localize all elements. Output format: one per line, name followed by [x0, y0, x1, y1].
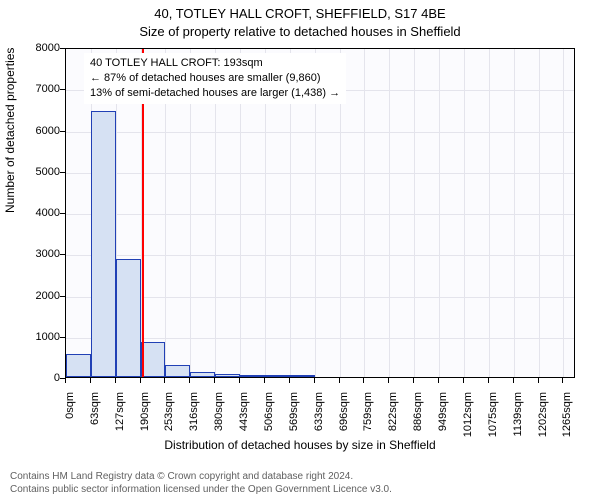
- x-tick-mark: [140, 378, 141, 383]
- x-tick-mark: [562, 378, 563, 383]
- histogram-bar: [116, 259, 141, 377]
- gridline-vertical: [514, 49, 515, 377]
- histogram-chart: 40 TOTLEY HALL CROFT: 193sqm ← 87% of de…: [65, 48, 575, 378]
- x-tick-label: 696sqm: [338, 392, 350, 442]
- x-tick-mark: [289, 378, 290, 383]
- y-tick-label: 4000: [10, 207, 60, 219]
- gridline-vertical: [389, 49, 390, 377]
- x-tick-label: 63sqm: [89, 392, 101, 442]
- gridline-vertical: [439, 49, 440, 377]
- x-tick-label: 253sqm: [163, 392, 175, 442]
- x-tick-mark: [488, 378, 489, 383]
- footer-line-2: Contains public sector information licen…: [10, 483, 392, 496]
- histogram-bar: [215, 374, 240, 377]
- footer-attribution: Contains HM Land Registry data © Crown c…: [10, 470, 392, 496]
- x-tick-mark: [90, 378, 91, 383]
- x-tick-mark: [413, 378, 414, 383]
- x-tick-mark: [388, 378, 389, 383]
- gridline-vertical: [364, 49, 365, 377]
- y-tick-mark: [60, 48, 65, 49]
- histogram-bar: [66, 354, 91, 377]
- gridline-vertical: [539, 49, 540, 377]
- histogram-bar: [240, 375, 265, 377]
- y-tick-label: 6000: [10, 125, 60, 137]
- x-tick-label: 316sqm: [188, 392, 200, 442]
- page-title: 40, TOTLEY HALL CROFT, SHEFFIELD, S17 4B…: [0, 6, 600, 21]
- x-tick-mark: [264, 378, 265, 383]
- y-tick-label: 5000: [10, 166, 60, 178]
- y-tick-label: 3000: [10, 248, 60, 260]
- x-tick-label: 1139sqm: [512, 392, 524, 442]
- x-tick-mark: [438, 378, 439, 383]
- gridline-vertical: [464, 49, 465, 377]
- x-tick-mark: [463, 378, 464, 383]
- histogram-bar: [91, 111, 116, 377]
- x-tick-label: 1202sqm: [537, 392, 549, 442]
- x-tick-mark: [314, 378, 315, 383]
- x-tick-label: 886sqm: [412, 392, 424, 442]
- x-tick-label: 1075sqm: [487, 392, 499, 442]
- gridline-vertical: [563, 49, 564, 377]
- y-tick-label: 2000: [10, 290, 60, 302]
- x-tick-mark: [363, 378, 364, 383]
- x-tick-label: 1265sqm: [561, 392, 573, 442]
- x-tick-label: 127sqm: [114, 392, 126, 442]
- y-tick-mark: [60, 254, 65, 255]
- y-tick-label: 0: [10, 372, 60, 384]
- y-tick-label: 8000: [10, 42, 60, 54]
- footer-line-1: Contains HM Land Registry data © Crown c…: [10, 470, 392, 483]
- x-tick-label: 1012sqm: [462, 392, 474, 442]
- y-tick-mark: [60, 213, 65, 214]
- histogram-bar: [165, 365, 190, 377]
- page-subtitle: Size of property relative to detached ho…: [0, 24, 600, 39]
- histogram-bar: [190, 372, 215, 377]
- histogram-bar: [265, 375, 290, 377]
- x-tick-label: 380sqm: [213, 392, 225, 442]
- gridline-vertical: [489, 49, 490, 377]
- y-tick-mark: [60, 89, 65, 90]
- x-tick-mark: [239, 378, 240, 383]
- x-tick-label: 443sqm: [238, 392, 250, 442]
- x-tick-label: 190sqm: [139, 392, 151, 442]
- y-tick-label: 7000: [10, 83, 60, 95]
- x-tick-mark: [339, 378, 340, 383]
- x-tick-label: 822sqm: [387, 392, 399, 442]
- y-tick-mark: [60, 131, 65, 132]
- y-tick-mark: [60, 337, 65, 338]
- x-tick-label: 633sqm: [313, 392, 325, 442]
- x-tick-mark: [189, 378, 190, 383]
- x-tick-mark: [164, 378, 165, 383]
- x-tick-mark: [214, 378, 215, 383]
- annotation-line-3: 13% of semi-detached houses are larger (…: [90, 86, 340, 101]
- x-tick-mark: [513, 378, 514, 383]
- x-tick-label: 569sqm: [288, 392, 300, 442]
- histogram-bar: [290, 375, 315, 377]
- x-tick-label: 506sqm: [263, 392, 275, 442]
- x-tick-label: 949sqm: [437, 392, 449, 442]
- x-tick-label: 759sqm: [362, 392, 374, 442]
- x-tick-mark: [65, 378, 66, 383]
- annotation-box: 40 TOTLEY HALL CROFT: 193sqm ← 87% of de…: [84, 53, 346, 104]
- histogram-bar: [141, 342, 166, 377]
- y-tick-label: 1000: [10, 331, 60, 343]
- x-tick-mark: [115, 378, 116, 383]
- x-tick-label: 0sqm: [64, 392, 76, 442]
- annotation-line-1: 40 TOTLEY HALL CROFT: 193sqm: [90, 56, 340, 71]
- gridline-vertical: [414, 49, 415, 377]
- y-tick-mark: [60, 296, 65, 297]
- annotation-line-2: ← 87% of detached houses are smaller (9,…: [90, 71, 340, 86]
- x-tick-mark: [538, 378, 539, 383]
- y-tick-mark: [60, 172, 65, 173]
